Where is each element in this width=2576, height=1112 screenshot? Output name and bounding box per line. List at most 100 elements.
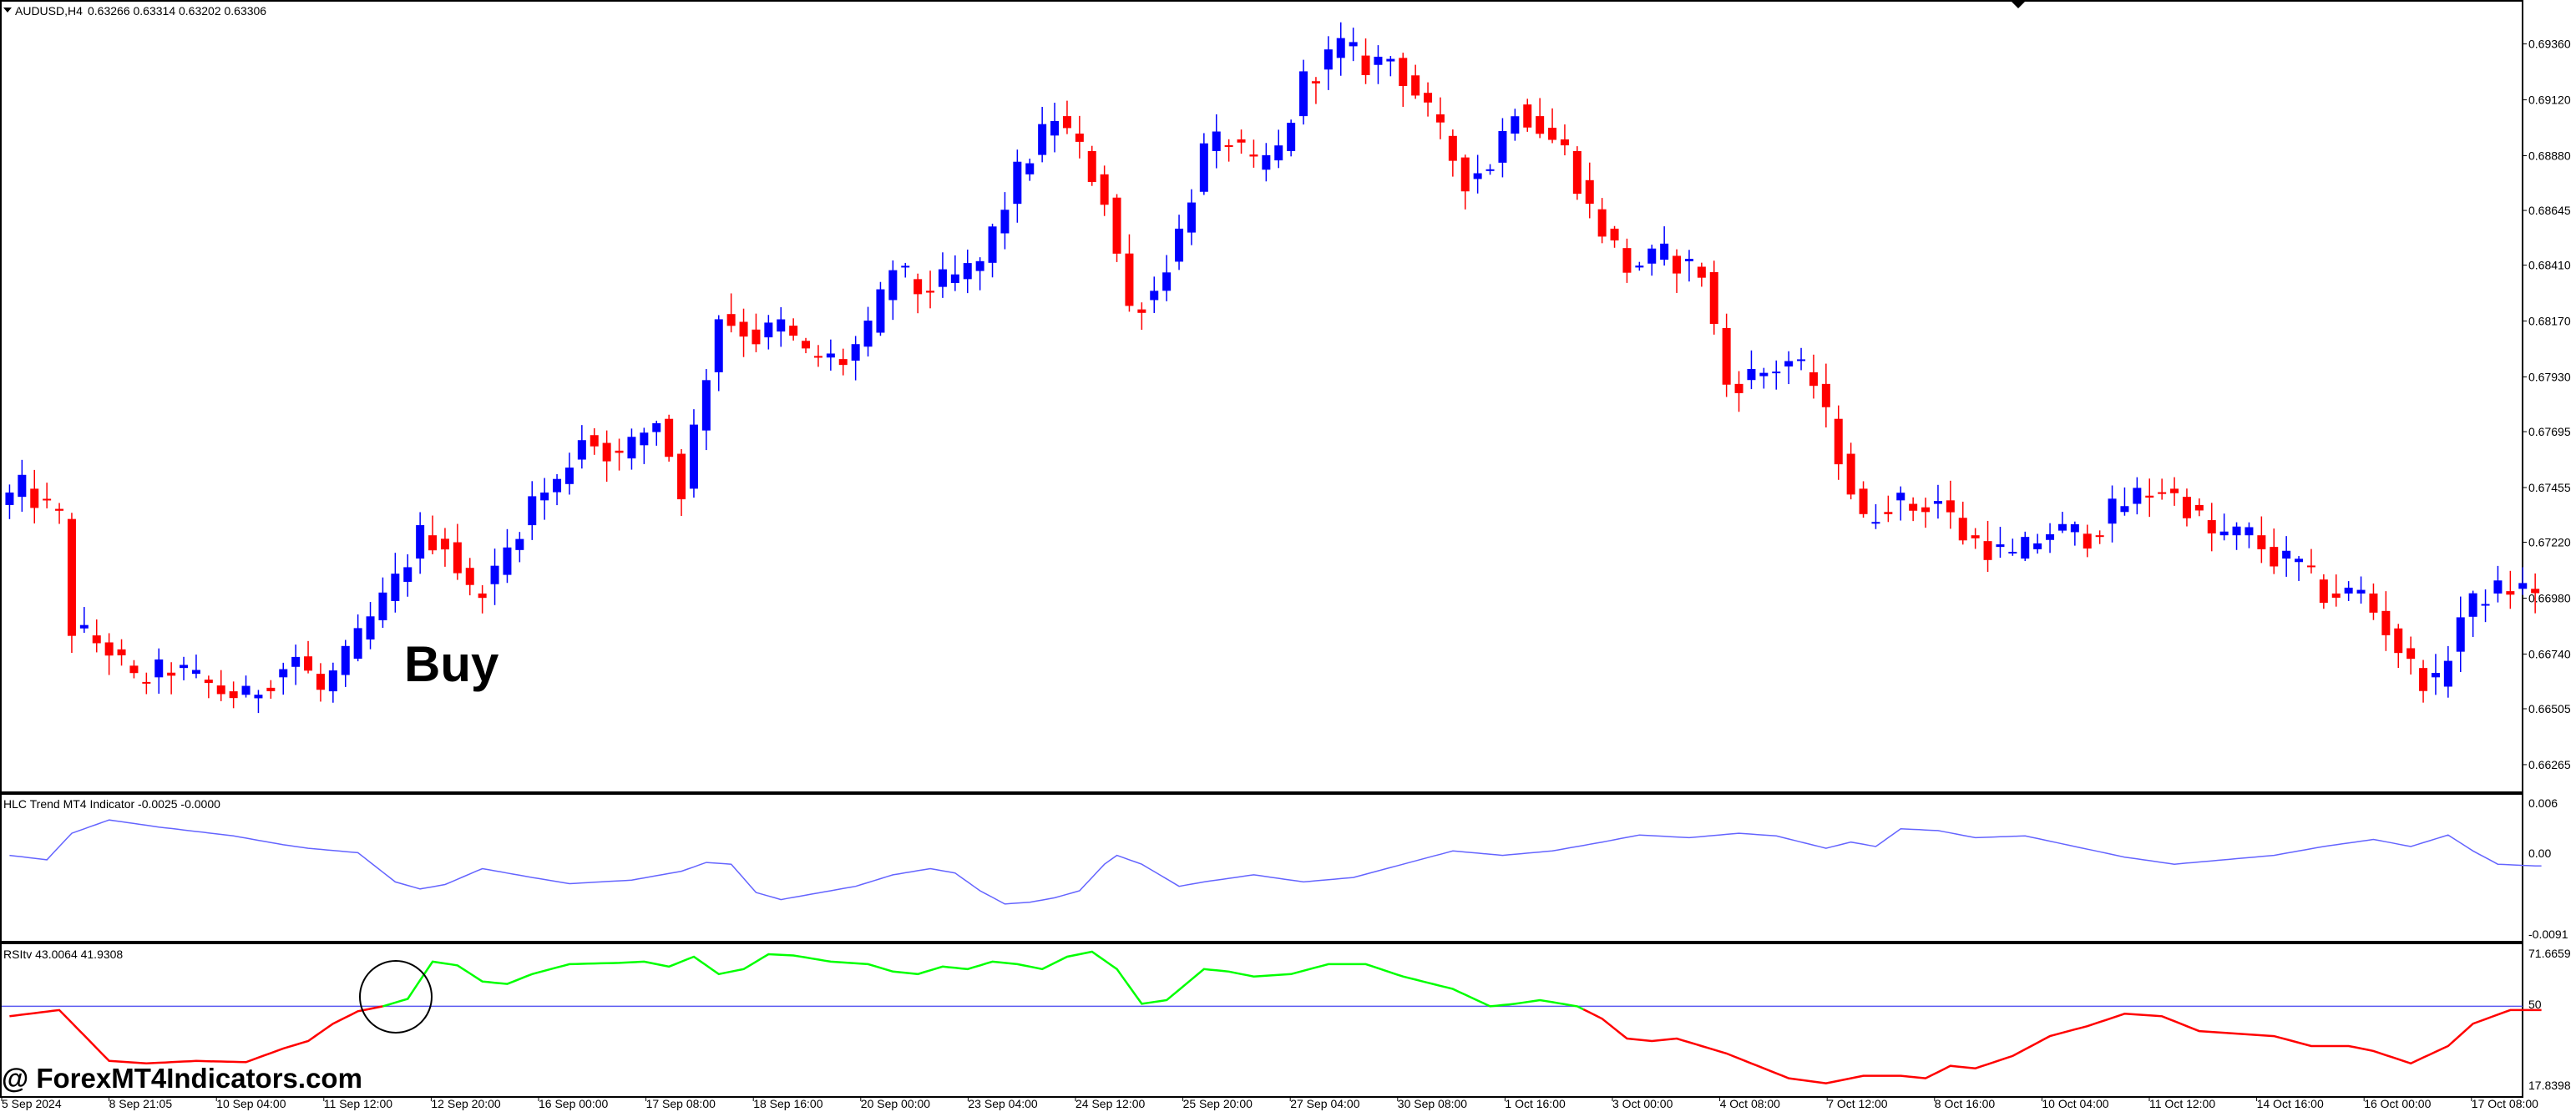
bear-candle	[1448, 135, 1457, 161]
symbol-label: AUDUSD,H4	[15, 4, 83, 18]
bull-candle	[2070, 523, 2079, 533]
bear-candle	[1112, 197, 1121, 254]
bull-candle	[490, 565, 499, 584]
time-tick-label: 25 Sep 20:00	[1183, 1097, 1253, 1110]
bull-candle	[366, 616, 375, 639]
bull-candle	[503, 547, 512, 575]
bear-candle	[304, 656, 313, 671]
bull-candle	[2033, 543, 2042, 549]
bear-candle	[1821, 383, 1830, 407]
price-tick-label: 0.67455	[2528, 481, 2571, 494]
symbol-dropdown-icon[interactable]	[3, 8, 12, 13]
bull-candle	[353, 628, 362, 660]
bull-candle	[2344, 587, 2353, 594]
hlc-tick-mid: 0.00	[2528, 847, 2551, 860]
bear-candle	[2194, 504, 2204, 511]
bull-candle	[1162, 272, 1172, 291]
time-tick-label: 17 Sep 08:00	[646, 1097, 716, 1110]
bear-candle	[2158, 492, 2167, 494]
bull-candle	[2456, 617, 2465, 652]
bull-candle	[154, 659, 164, 678]
bull-candle	[1772, 372, 1781, 374]
bear-candle	[1884, 512, 1893, 514]
time-tick-label: 11 Oct 12:00	[2149, 1097, 2215, 1110]
bull-candle	[1262, 154, 1271, 170]
hlc-trend-line	[9, 819, 2542, 905]
bull-candle	[1050, 121, 1060, 136]
price-tick-label: 0.69360	[2528, 38, 2571, 51]
bull-candle	[1038, 124, 1047, 155]
bull-candle	[391, 574, 400, 601]
bear-candle	[43, 498, 52, 501]
bear-candle	[1399, 58, 1408, 87]
bull-candle	[1759, 372, 1769, 377]
chart-shift-marker-icon[interactable]	[2012, 2, 2025, 8]
bull-candle	[1187, 202, 1196, 233]
time-tick-label: 18 Sep 16:00	[753, 1097, 823, 1110]
bear-candle	[602, 442, 611, 462]
rsi-tick-top: 71.6659	[2528, 947, 2571, 960]
bull-candle	[1684, 259, 1693, 261]
bull-candle	[863, 321, 873, 347]
bear-candle	[1249, 154, 1258, 157]
time-tick-label: 23 Sep 04:00	[968, 1097, 1038, 1110]
price-tick-label: 0.68410	[2528, 259, 2571, 272]
bull-candle	[1871, 522, 1880, 524]
bull-candle	[764, 322, 773, 338]
bear-candle	[104, 642, 114, 656]
bear-candle	[677, 453, 686, 500]
bull-candle	[777, 319, 786, 332]
rsi-tick-bottom: 17.8398	[2528, 1079, 2571, 1092]
bull-candle	[1175, 228, 1184, 262]
bear-candle	[1859, 488, 1868, 514]
bull-candle	[1784, 361, 1794, 366]
bull-candle	[1013, 161, 1022, 205]
time-tick-label: 11 Sep 12:00	[324, 1097, 392, 1110]
bear-candle	[789, 326, 798, 336]
bear-candle	[2506, 591, 2515, 595]
bear-candle	[1062, 116, 1071, 129]
bear-candle	[1909, 503, 1918, 511]
bear-candle	[2419, 668, 2428, 691]
buy-annotation: Buy	[404, 636, 499, 692]
time-tick-label: 5 Sep 2024	[2, 1097, 62, 1110]
bear-candle	[2319, 579, 2328, 604]
bull-candle	[254, 695, 263, 699]
bear-candle	[167, 672, 176, 676]
ohlc-label: 0.63266 0.63314 0.63202 0.63306	[88, 4, 266, 18]
indicator2-pane-frame	[0, 943, 2523, 1098]
rsi-indicator-label: RSItv 43.0064 41.9308	[3, 948, 123, 961]
bear-candle	[1100, 174, 1109, 205]
bull-candle	[2021, 537, 2030, 559]
bull-candle	[191, 670, 200, 675]
bull-candle	[1647, 248, 1657, 264]
bear-candle	[1983, 541, 1992, 560]
bull-candle	[1996, 544, 2005, 548]
time-tick-label: 10 Sep 04:00	[216, 1097, 286, 1110]
bear-candle	[316, 674, 325, 690]
bear-candle	[428, 535, 438, 551]
bull-candle	[2481, 604, 2490, 606]
bear-candle	[1548, 128, 1557, 140]
rsi-line-bullish	[382, 950, 1584, 1011]
bear-candle	[1424, 93, 1433, 103]
bear-candle	[2170, 488, 2179, 493]
main-pane-frame	[0, 0, 2523, 793]
bear-candle	[1622, 248, 1632, 273]
bear-candle	[2331, 593, 2341, 598]
bear-candle	[726, 314, 736, 326]
bear-candle	[926, 291, 935, 293]
bull-candle	[1511, 116, 1520, 134]
bear-candle	[1411, 75, 1420, 96]
time-tick-label: 1 Oct 16:00	[1505, 1097, 1566, 1110]
bull-candle	[1933, 501, 1942, 504]
bull-candle	[938, 269, 947, 287]
price-tick-label: 0.67930	[2528, 371, 2571, 384]
bull-candle	[540, 492, 549, 501]
bull-candle	[291, 656, 301, 667]
bear-candle	[1311, 81, 1320, 83]
bull-candle	[826, 353, 835, 358]
bull-candle	[180, 665, 189, 669]
bear-candle	[1597, 209, 1607, 237]
